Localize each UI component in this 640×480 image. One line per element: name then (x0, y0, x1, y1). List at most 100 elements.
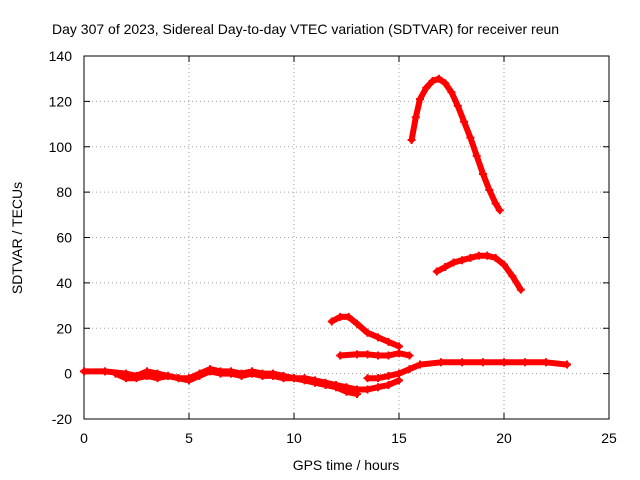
data-point (411, 113, 420, 122)
series-arc-upper (432, 251, 525, 294)
data-point (384, 337, 393, 346)
data-point (483, 251, 492, 260)
data-series (80, 74, 571, 399)
data-point (336, 312, 345, 321)
data-point (508, 272, 517, 281)
data-point (300, 376, 309, 385)
data-point (101, 367, 109, 376)
data-point (279, 374, 288, 383)
data-point (216, 369, 225, 378)
data-point (500, 260, 508, 269)
data-point (563, 360, 571, 369)
data-point (491, 199, 500, 208)
data-point (437, 358, 445, 367)
data-point (422, 83, 431, 92)
data-point (542, 358, 550, 367)
data-point (374, 333, 382, 342)
data-point (447, 88, 456, 97)
y-tick-label: 140 (49, 48, 73, 64)
data-point (374, 383, 382, 392)
series-line (408, 75, 503, 214)
data-point (269, 371, 277, 380)
data-point (405, 351, 414, 360)
series-line (112, 368, 360, 397)
data-point (479, 169, 487, 178)
data-point (363, 328, 372, 337)
x-tick-label: 0 (80, 430, 88, 446)
data-point (407, 135, 416, 144)
data-point (458, 256, 466, 265)
x-tick-label: 15 (391, 430, 407, 446)
data-point (258, 371, 267, 380)
data-point (353, 319, 361, 328)
data-point (132, 374, 141, 383)
data-point (164, 371, 172, 380)
y-axis-label: SDTVAR / TECUs (9, 182, 25, 294)
y-tick-label: 60 (56, 230, 72, 246)
data-point (479, 358, 487, 367)
series-arc-low-a (336, 349, 414, 360)
data-point (195, 371, 204, 380)
data-point (342, 387, 351, 396)
y-tick-label: -20 (52, 411, 72, 427)
series-arc-mid (327, 312, 403, 351)
data-point (428, 76, 437, 85)
series-arc-low-b (111, 367, 361, 399)
chart-title: Day 307 of 2023, Sidereal Day-to-day VTE… (52, 21, 559, 37)
data-point (248, 369, 256, 378)
data-point (374, 374, 382, 383)
data-point (395, 369, 403, 378)
data-point (384, 351, 393, 360)
data-point (353, 390, 361, 399)
x-tick-label: 20 (496, 430, 512, 446)
data-point (395, 342, 403, 351)
data-point (363, 374, 372, 383)
data-point (491, 253, 500, 262)
data-point (185, 376, 193, 385)
data-point (384, 380, 393, 389)
series-line (364, 359, 570, 382)
data-point (363, 350, 372, 359)
data-point (227, 369, 235, 378)
data-point (460, 117, 469, 126)
data-point (321, 380, 330, 389)
data-point (416, 360, 424, 369)
data-point (174, 374, 183, 383)
data-point (500, 358, 508, 367)
data-point (516, 285, 525, 294)
data-point (416, 95, 424, 104)
data-point (336, 351, 345, 360)
data-point (466, 253, 475, 262)
data-point (374, 351, 382, 360)
data-point (363, 385, 372, 394)
x-tick-labels: 0 5 10 15 20 25 (80, 430, 617, 446)
data-point (332, 383, 340, 392)
data-point (384, 371, 393, 380)
data-point (453, 101, 462, 110)
data-point (441, 79, 450, 88)
y-tick-label: 40 (56, 275, 72, 291)
data-point (80, 367, 88, 376)
data-point (237, 371, 246, 380)
data-point (311, 378, 319, 387)
x-tick-label: 25 (601, 430, 617, 446)
series-arc-baseline-b (363, 358, 571, 383)
data-point (521, 358, 529, 367)
data-point (206, 367, 214, 376)
data-point (153, 374, 162, 383)
data-point (353, 350, 361, 359)
data-point (449, 258, 458, 267)
series-arc-peak (407, 74, 504, 215)
y-tick-label: 80 (56, 184, 72, 200)
grid (84, 56, 609, 419)
y-tick-label: 100 (49, 139, 73, 155)
x-tick-label: 5 (185, 430, 193, 446)
data-point (458, 358, 466, 367)
y-tick-labels: -20 0 20 40 60 80 100 120 140 (49, 48, 73, 427)
data-point (485, 185, 494, 194)
data-point (122, 374, 130, 383)
data-point (441, 262, 450, 271)
data-point (344, 312, 353, 321)
data-point (395, 376, 403, 385)
